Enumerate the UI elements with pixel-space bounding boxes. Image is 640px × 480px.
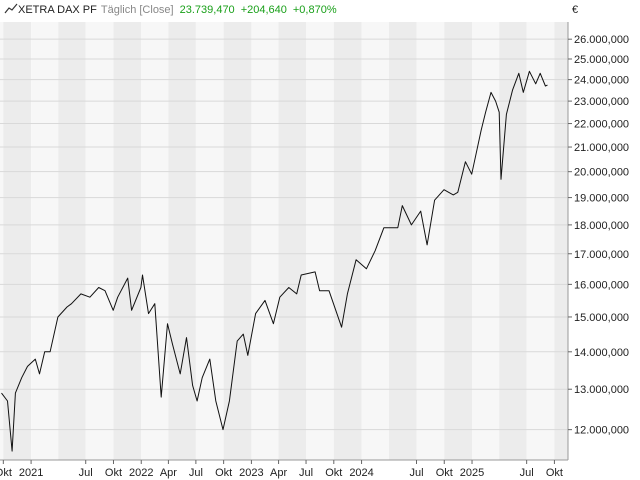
line-chart-icon (4, 3, 18, 14)
x-tick-label: Jul (189, 467, 203, 479)
period-band (3, 22, 32, 460)
x-tick-label: Okt (546, 467, 563, 479)
x-tick-label: Okt (105, 467, 122, 479)
change-value: +204,640 (240, 4, 287, 16)
x-tick-label: Okt (215, 467, 232, 479)
x-tick-label: Okt (436, 467, 453, 479)
x-tick-label: Jul (409, 467, 423, 479)
frequency-label: Täglich [Close] (100, 4, 174, 16)
y-tick-label: 13.000,000 (574, 384, 629, 396)
x-tick-label: Jul (79, 467, 93, 479)
x-tick-label: 2022 (129, 467, 153, 479)
period-bands (0, 22, 568, 460)
y-tick-label: 16.000,000 (574, 279, 629, 291)
series-group (1, 70, 548, 452)
instrument-name: XETRA DAX PF (18, 4, 97, 16)
x-tick-label: 2021 (19, 467, 43, 479)
period-band (444, 22, 473, 460)
y-tick-label: 19.000,000 (574, 193, 629, 205)
period-band (251, 22, 279, 460)
y-axis-ticks: 12.000,000 13.000,000 14.000,000 15.000,000… (568, 34, 629, 437)
period-band (113, 22, 142, 460)
period-band (0, 22, 4, 460)
period-band (472, 22, 500, 460)
period-band (389, 22, 417, 460)
period-band (306, 22, 334, 460)
period-band (278, 22, 307, 460)
period-band (168, 22, 196, 460)
y-tick-label: 15.000,000 (574, 312, 629, 324)
y-tick-label: 12.000,000 (574, 425, 629, 437)
last-value: 23.739,470 (179, 4, 235, 16)
period-band (333, 22, 362, 460)
y-tick-label: 22.000,000 (574, 119, 629, 131)
x-tick-label: 2025 (460, 467, 484, 479)
y-tick-label: 26.000,000 (574, 34, 629, 46)
y-tick-label: 14.000,000 (574, 347, 629, 359)
period-band (31, 22, 59, 460)
y-tick-label: 25.000,000 (574, 54, 629, 66)
x-tick-label: Jul (299, 467, 313, 479)
series-line (1, 70, 548, 452)
x-tick-label: 2023 (239, 467, 263, 479)
currency-label: € (572, 4, 579, 16)
period-band (526, 22, 555, 460)
period-band (499, 22, 527, 460)
x-axis-ticks: Okt 2021 Jul Okt 2022 Apr Jul Okt 2023 Apr Jul Okt 2… (0, 460, 563, 479)
y-tick-label: 20.000,000 (574, 167, 629, 179)
y-tick-label: 18.000,000 (574, 220, 629, 232)
change-percent: +0,870% (292, 4, 337, 16)
x-tick-label: Okt (0, 467, 12, 479)
period-band (85, 22, 114, 460)
x-tick-label: Apr (160, 467, 177, 479)
y-tick-label: 24.000,000 (574, 75, 629, 87)
horizontal-gridlines (0, 38, 568, 431)
x-tick-label: Jul (520, 467, 534, 479)
period-band (195, 22, 224, 460)
period-band (554, 22, 568, 460)
period-band (58, 22, 86, 460)
period-band (416, 22, 445, 460)
y-tick-label: 21.000,000 (574, 142, 629, 154)
x-tick-label: Apr (270, 467, 287, 479)
x-tick-label: 2024 (349, 467, 373, 479)
x-tick-label: Okt (325, 467, 342, 479)
period-band (223, 22, 252, 460)
y-tick-label: 23.000,000 (574, 96, 629, 108)
chart-header: XETRA DAX PF Täglich [Close] 23.739,470 +20… (4, 3, 337, 17)
y-tick-label: 17.000,000 (574, 249, 629, 261)
period-band (141, 22, 169, 460)
period-band (361, 22, 390, 460)
